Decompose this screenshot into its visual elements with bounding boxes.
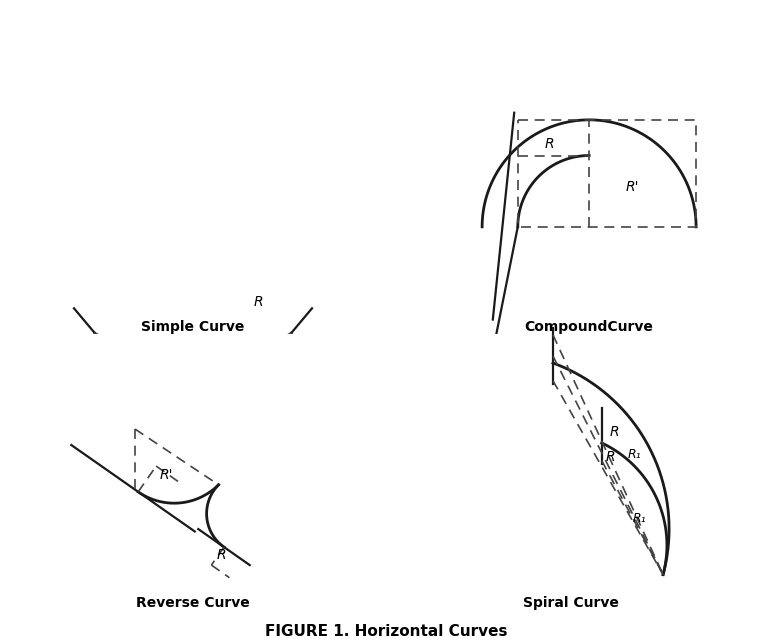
Text: Spiral Curve: Spiral Curve (523, 596, 619, 610)
Text: Reverse Curve: Reverse Curve (136, 596, 250, 610)
Text: R: R (216, 548, 226, 562)
Text: R': R' (159, 467, 173, 482)
Text: CompoundCurve: CompoundCurve (525, 320, 654, 334)
Text: Simple Curve: Simple Curve (141, 320, 245, 334)
Text: R': R' (625, 180, 638, 194)
Text: R: R (606, 450, 615, 464)
Text: R: R (545, 137, 555, 152)
Text: FIGURE 1. Horizontal Curves: FIGURE 1. Horizontal Curves (265, 623, 507, 639)
Text: R₁: R₁ (633, 512, 646, 526)
Text: R: R (253, 295, 262, 309)
Text: R₁: R₁ (627, 448, 641, 461)
Text: R: R (610, 424, 619, 438)
